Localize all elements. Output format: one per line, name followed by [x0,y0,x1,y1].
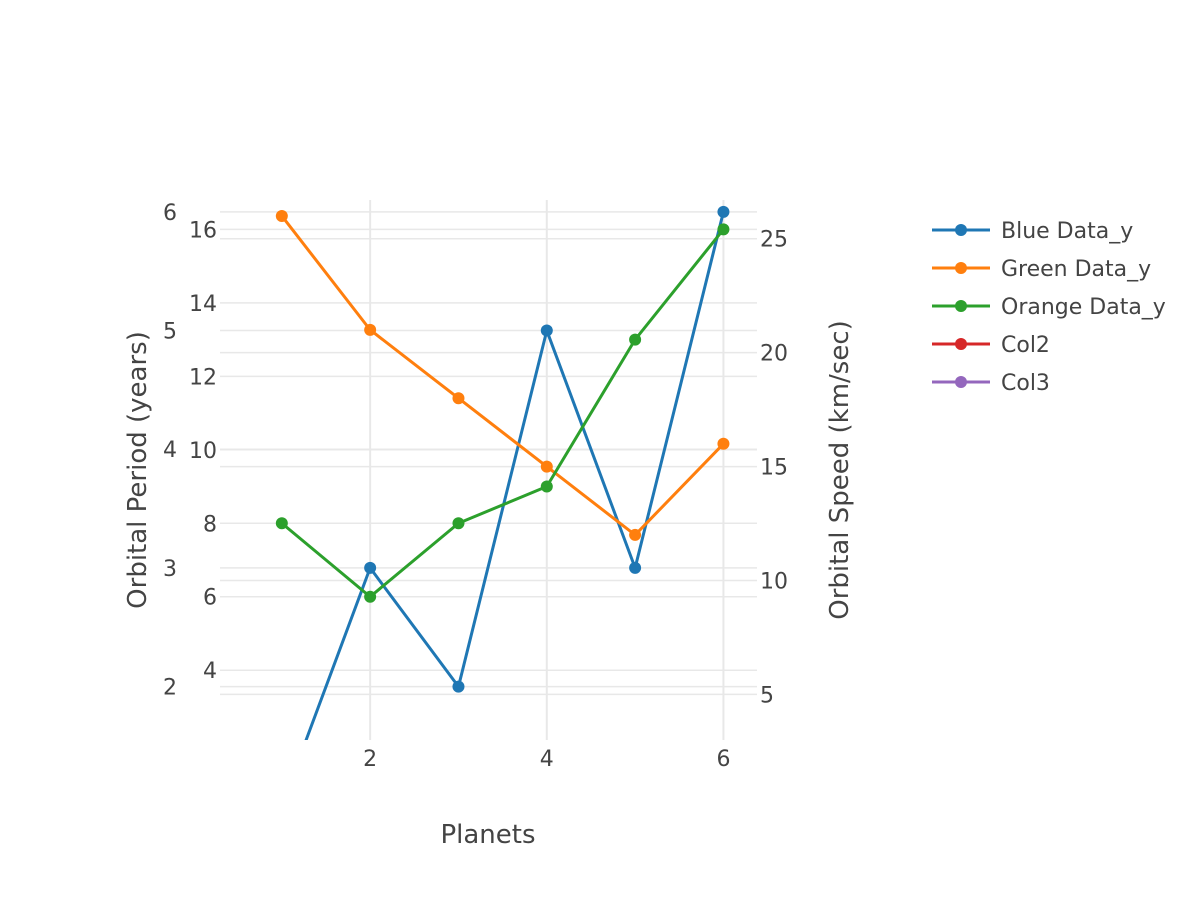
gridlines [220,200,757,740]
legend-item[interactable]: Col3 [932,371,1050,396]
legend-swatch-marker [955,224,967,236]
data-point [717,205,730,218]
y_left_inner-tick-label: 8 [203,512,217,537]
data-point [717,223,730,236]
data-point [629,333,642,346]
y_left_inner-tick-label: 14 [189,292,217,317]
legend-label: Col2 [1001,333,1050,358]
data-point [540,480,553,493]
y_left_outer-tick-label: 2 [163,676,177,701]
data-point [452,680,465,693]
x-axis-title: Planets [440,820,535,850]
y_left_inner-tick-label: 6 [203,586,217,611]
legend-swatch-marker [955,338,967,350]
legend-label: Blue Data_y [1001,219,1133,244]
legend-item[interactable]: Orange Data_y [932,295,1166,320]
data-point [452,392,465,405]
x-tick-label: 4 [540,747,554,772]
legend-swatch-marker [955,262,967,274]
series-line [280,228,725,599]
legend-item[interactable]: Col2 [932,333,1050,358]
legend-swatch-marker [955,376,967,388]
series-layer [275,205,730,811]
y_left_inner-tick-label: 10 [189,439,217,464]
data-point [540,324,553,337]
x-tick-label: 2 [363,747,377,772]
y_left_outer-tick-label: 4 [163,438,177,463]
data-point [276,799,288,811]
series-line [304,211,725,740]
data-point [364,561,377,574]
y_left_inner-tick-label: 4 [203,659,217,684]
tick-labels: 2 4 6 2 3 4 5 6 4 6 8 10 12 14 16 5 10 15 20 25 [163,201,788,772]
data-point [275,517,288,530]
data-point [364,323,377,336]
y_left_inner-tick-label: 16 [189,218,217,243]
legend-swatch-marker [955,300,967,312]
data-point [629,528,642,541]
data-point [275,209,288,222]
y_left_outer-tick-label: 6 [163,201,177,226]
legend-label: Green Data_y [1001,257,1151,282]
series-green-data-y [275,209,730,541]
legend-item[interactable]: Blue Data_y [932,219,1133,244]
series-blue-data-y [276,205,730,811]
legend: Blue Data_y Green Data_y Orange Data_y Col2… [932,219,1166,396]
data-point [540,460,553,473]
data-point [717,437,730,450]
y_left_outer-tick-label: 3 [163,557,177,582]
legend-item[interactable]: Green Data_y [932,257,1151,282]
y_right-tick-label: 15 [760,456,788,481]
data-point [629,561,642,574]
data-point [364,590,377,603]
y_left_outer-tick-label: 5 [163,320,177,345]
y-axis-right-title: Orbital Speed (km/sec) [825,320,855,620]
y_right-tick-label: 20 [760,342,788,367]
y_left_inner-tick-label: 12 [189,365,217,390]
series-orange-data-y [275,223,730,603]
legend-label: Col3 [1001,371,1050,396]
y-axis-left-title: Orbital Period (years) [123,331,153,609]
y_right-tick-label: 25 [760,228,788,253]
series-line [280,215,725,537]
x-tick-label: 6 [716,747,730,772]
y_right-tick-label: 10 [760,570,788,595]
data-point [452,517,465,530]
y_right-tick-label: 5 [760,683,774,708]
legend-label: Orange Data_y [1001,295,1166,320]
